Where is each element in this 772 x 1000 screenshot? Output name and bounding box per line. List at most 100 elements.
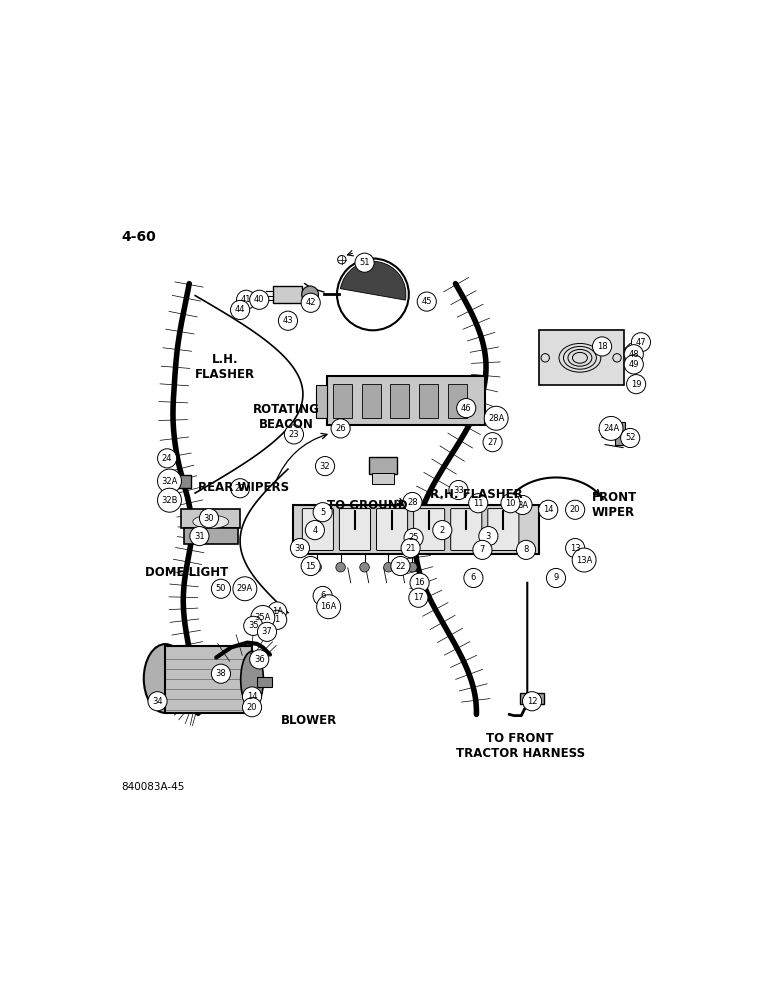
Circle shape (236, 290, 256, 309)
Text: 840083A-45: 840083A-45 (122, 782, 185, 792)
Circle shape (242, 698, 262, 717)
Text: 13: 13 (570, 544, 581, 553)
Text: 13A: 13A (576, 556, 592, 565)
Circle shape (317, 595, 340, 619)
Circle shape (409, 588, 428, 607)
Text: L.H.
FLASHER: L.H. FLASHER (195, 353, 256, 381)
Circle shape (251, 606, 275, 629)
FancyBboxPatch shape (333, 384, 352, 418)
Text: 31: 31 (194, 532, 205, 541)
Circle shape (284, 425, 303, 444)
Text: 19: 19 (631, 380, 642, 389)
Circle shape (566, 539, 584, 558)
Text: 48: 48 (628, 350, 639, 359)
Text: 17: 17 (413, 593, 424, 602)
Circle shape (242, 687, 262, 706)
Circle shape (249, 650, 269, 669)
Circle shape (360, 562, 369, 572)
Text: 14: 14 (247, 692, 257, 701)
Circle shape (472, 540, 492, 559)
FancyBboxPatch shape (539, 330, 625, 385)
FancyBboxPatch shape (340, 509, 371, 550)
Text: 29A: 29A (237, 584, 253, 593)
Circle shape (313, 586, 332, 606)
Circle shape (599, 416, 623, 440)
Text: 40: 40 (254, 295, 265, 304)
FancyBboxPatch shape (303, 509, 334, 550)
Text: 28A: 28A (488, 414, 504, 423)
Text: 37: 37 (262, 627, 273, 636)
Circle shape (566, 500, 584, 519)
Circle shape (625, 355, 643, 374)
Text: TO GROUND: TO GROUND (327, 499, 407, 512)
Circle shape (457, 399, 476, 418)
Text: 30: 30 (204, 514, 215, 523)
Circle shape (157, 488, 181, 512)
Text: 47: 47 (635, 338, 646, 347)
FancyBboxPatch shape (414, 509, 445, 550)
FancyBboxPatch shape (419, 384, 438, 418)
Circle shape (479, 527, 498, 546)
Text: 45: 45 (422, 297, 432, 306)
Text: 51: 51 (359, 258, 370, 267)
Text: 36: 36 (254, 655, 265, 664)
Circle shape (290, 539, 310, 558)
Text: 22: 22 (395, 562, 406, 571)
Circle shape (391, 556, 410, 576)
FancyBboxPatch shape (372, 473, 394, 484)
Circle shape (148, 692, 167, 711)
Text: 33: 33 (453, 486, 464, 495)
Circle shape (279, 311, 297, 330)
FancyBboxPatch shape (316, 385, 327, 418)
Circle shape (231, 300, 249, 320)
Text: FRONT
WIPER: FRONT WIPER (592, 491, 637, 519)
Text: 20: 20 (247, 703, 257, 712)
Text: 7: 7 (479, 545, 485, 554)
Text: R.H. FLASHER: R.H. FLASHER (430, 488, 523, 501)
Circle shape (449, 480, 468, 500)
Text: 29: 29 (235, 484, 245, 493)
Text: BLOWER: BLOWER (281, 714, 337, 727)
Text: 43: 43 (283, 316, 293, 325)
Wedge shape (340, 261, 406, 300)
FancyBboxPatch shape (391, 384, 409, 418)
FancyBboxPatch shape (488, 509, 519, 550)
Text: 26: 26 (335, 424, 346, 433)
Text: 1A: 1A (272, 607, 283, 616)
Text: 38: 38 (215, 669, 226, 678)
Text: 1: 1 (275, 615, 279, 624)
Circle shape (384, 562, 393, 572)
Circle shape (268, 602, 286, 621)
Text: 32B: 32B (161, 496, 178, 505)
Text: 32A: 32A (161, 477, 178, 486)
Circle shape (631, 333, 651, 352)
Circle shape (249, 290, 269, 309)
Circle shape (212, 664, 231, 683)
Text: 18: 18 (597, 342, 608, 351)
Text: 11: 11 (473, 499, 483, 508)
Ellipse shape (144, 644, 187, 713)
FancyBboxPatch shape (361, 384, 381, 418)
Circle shape (190, 527, 209, 546)
Circle shape (401, 539, 420, 558)
Text: 28: 28 (407, 498, 418, 507)
Text: 6: 6 (471, 573, 476, 582)
Circle shape (199, 509, 218, 528)
Circle shape (404, 528, 423, 547)
Text: ROTATING
BEACON: ROTATING BEACON (253, 403, 320, 431)
Text: TO FRONT
TRACTOR HARNESS: TO FRONT TRACTOR HARNESS (455, 732, 584, 760)
Text: 16: 16 (415, 578, 425, 587)
Text: 32: 32 (320, 462, 330, 471)
Circle shape (501, 494, 520, 513)
Circle shape (469, 494, 488, 513)
Circle shape (157, 449, 177, 468)
Circle shape (231, 479, 249, 498)
Text: 6: 6 (320, 591, 325, 600)
FancyBboxPatch shape (520, 693, 544, 704)
Circle shape (483, 433, 502, 452)
Circle shape (212, 579, 231, 598)
Text: 8: 8 (523, 545, 529, 554)
Text: 52: 52 (625, 433, 635, 442)
Text: 46: 46 (461, 404, 472, 413)
Circle shape (233, 577, 257, 601)
